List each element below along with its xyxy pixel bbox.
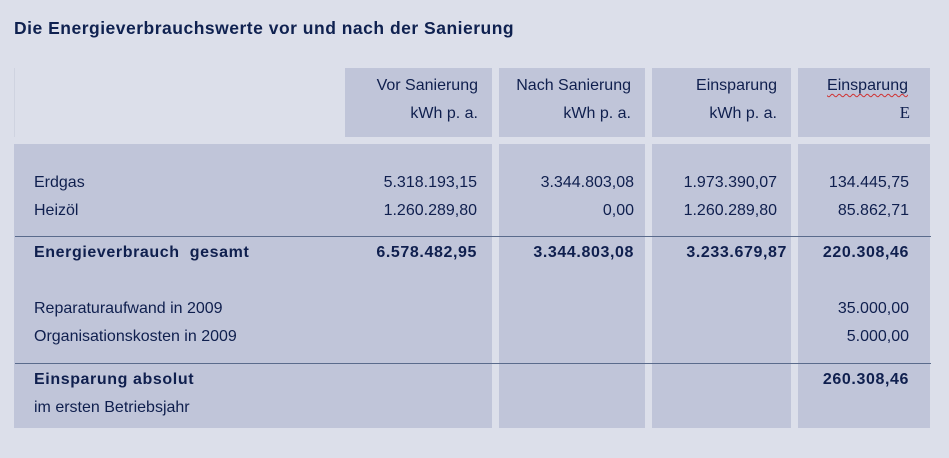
divider-rule	[15, 236, 931, 237]
body-column-label-vor	[14, 144, 492, 428]
row-sublabel: im ersten Betriebsjahr	[34, 399, 190, 416]
row-label: Einsparung absolut	[34, 371, 195, 388]
cell-nach: 3.344.803,08	[540, 174, 634, 191]
cell-nach: 0,00	[602, 202, 634, 219]
row-label: Energieverbrauch gesamt	[34, 244, 250, 261]
divider-rule	[15, 363, 931, 364]
row-label: Erdgas	[34, 174, 85, 191]
euro-unit-icon: E	[899, 103, 910, 122]
cell-einsparung-euro: 85.862,71	[837, 202, 909, 219]
header-unit: kWh p. a.	[709, 105, 777, 122]
cell-einsparung-kwh: 3.233.679,87	[686, 244, 787, 261]
header-nach-sanierung: Nach Sanierung kWh p. a.	[499, 68, 645, 137]
header-label: Nach Sanierung	[516, 77, 631, 94]
cell-einsparung-kwh: 1.260.289,80	[683, 202, 777, 219]
cell-einsparung-euro: 5.000,00	[846, 328, 909, 345]
header-label: Vor Sanierung	[376, 77, 478, 94]
cell-vor: 6.578.482,95	[376, 244, 477, 261]
cell-einsparung-euro: 35.000,00	[837, 300, 909, 317]
header-einsparung-kwh: Einsparung kWh p. a.	[652, 68, 791, 137]
cell-einsparung-euro: 220.308,46	[822, 244, 909, 261]
cell-vor: 1.260.289,80	[383, 202, 477, 219]
row-label: Heizöl	[34, 202, 79, 219]
header-label-misspelled: Einsparung	[827, 77, 908, 94]
cell-vor: 5.318.193,15	[383, 174, 477, 191]
header-unit: kWh p. a.	[563, 105, 631, 122]
table-title: Die Energieverbrauchswerte vor und nach …	[14, 18, 515, 38]
header-label: Einsparung	[696, 77, 777, 94]
header-einsparung-euro: Einsparung E	[798, 68, 930, 137]
cell-einsparung-euro: 134.445,75	[828, 174, 909, 191]
body-column-einsparung-kwh	[652, 144, 791, 428]
body-column-nach	[499, 144, 645, 428]
header-unit: kWh p. a.	[410, 105, 478, 122]
header-vor-sanierung: Vor Sanierung kWh p. a.	[345, 68, 492, 137]
body-column-einsparung-euro	[798, 144, 930, 428]
cell-einsparung-kwh: 1.973.390,07	[683, 174, 777, 191]
row-label: Organisationskosten in 2009	[34, 328, 237, 345]
row-label: Reparaturaufwand in 2009	[34, 300, 223, 317]
cell-einsparung-euro: 260.308,46	[822, 371, 909, 388]
header-empty-cell	[14, 68, 339, 137]
cell-nach: 3.344.803,08	[533, 244, 634, 261]
